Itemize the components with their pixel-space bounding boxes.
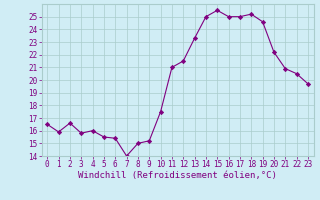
X-axis label: Windchill (Refroidissement éolien,°C): Windchill (Refroidissement éolien,°C): [78, 171, 277, 180]
